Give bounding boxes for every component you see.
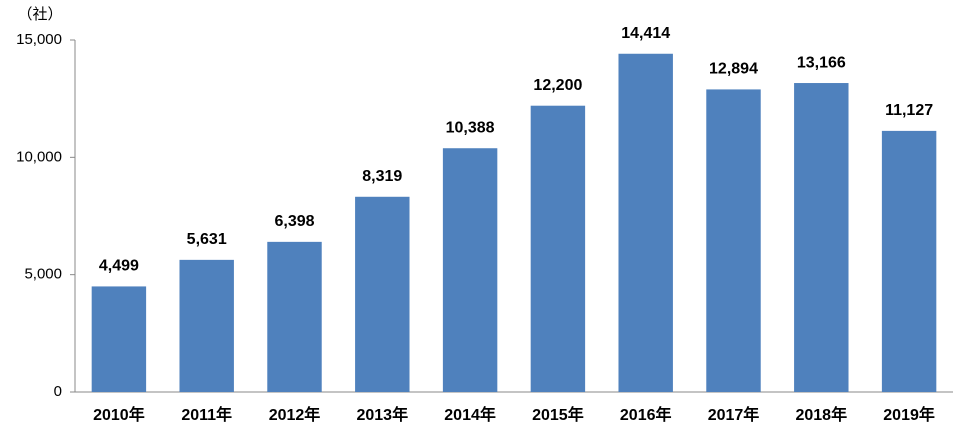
bar [91, 286, 147, 392]
value-label: 4,499 [99, 258, 139, 275]
x-tick-label: 2012年 [269, 405, 321, 424]
x-tick-label: 2017年 [708, 405, 760, 424]
x-tick-label: 2016年 [620, 405, 672, 424]
bar [794, 83, 849, 392]
value-label: 13,166 [797, 54, 846, 71]
bar [530, 105, 586, 392]
x-tick-label: 2013年 [356, 405, 408, 424]
value-label: 8,319 [362, 168, 402, 185]
x-tick-label: 2010年 [93, 405, 145, 424]
x-tick-label: 2014年 [444, 405, 496, 424]
bar [267, 241, 322, 392]
value-label: 12,200 [533, 77, 582, 94]
value-label: 10,388 [446, 119, 495, 136]
bar [706, 89, 761, 392]
x-tick-label: 2015年 [532, 405, 584, 424]
x-tick-label: 2011年 [181, 405, 232, 424]
bar [179, 259, 234, 392]
y-tick-label: 0 [54, 383, 62, 400]
bar [618, 53, 673, 392]
value-label: 6,398 [274, 213, 314, 230]
bar [881, 130, 937, 392]
y-tick-label: 5,000 [24, 266, 62, 283]
value-label: 14,414 [621, 25, 670, 42]
y-tick-label: 10,000 [16, 148, 62, 165]
bar [355, 196, 410, 392]
y-tick-label: 15,000 [16, 31, 62, 48]
x-tick-label: 2018年 [795, 405, 847, 424]
x-tick-label: 2019年 [883, 405, 935, 424]
bar [442, 148, 498, 392]
value-label: 12,894 [709, 61, 758, 78]
y-axis-label: （社） [17, 6, 62, 23]
value-label: 5,631 [187, 231, 227, 248]
value-label: 11,127 [885, 102, 933, 119]
